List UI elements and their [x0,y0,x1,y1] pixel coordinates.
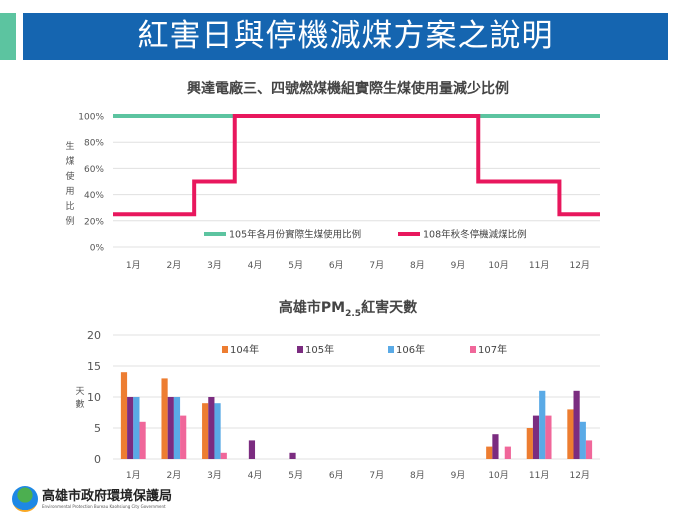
chart2-legend-label: 106年 [396,343,425,356]
chart1-ylabel-char: 生 [65,140,74,152]
chart2-legend-label: 107年 [478,343,507,356]
chart1-ytick-label: 20% [84,217,104,227]
chart2-bar [248,440,256,459]
chart2-legend-swatch [222,346,228,353]
chart1-xtick-label: 9月 [451,260,466,271]
chart2-bar [573,390,580,459]
chart2-bar [545,415,552,459]
chart2-ytick-label: 20 [87,329,101,342]
chart2-ytick-label: 10 [87,391,101,404]
chart1-xtick-label: 1月 [126,260,141,271]
chart2-bar [289,452,296,459]
accent-bar [0,13,16,60]
chart2-bar [539,390,546,459]
chart2-xtick-label: 10月 [488,470,508,481]
agency-name-en: Environmental Protection Bureau Kaohsiun… [42,503,166,509]
chart2-bar [173,397,181,459]
chart1-ytick-label: 80% [84,139,104,149]
chart2-legend-label: 104年 [230,343,259,356]
chart2-ytick-label: 15 [87,360,101,373]
chart1-ylabel-char: 比 [65,200,74,212]
chart1-xtick-label: 6月 [329,260,344,271]
chart2-legend-label: 105年 [305,343,334,356]
chart2-ylabel-char: 天 [75,387,84,397]
chart2-xtick-label: 9月 [451,470,466,481]
chart1-ylabel-char: 例 [65,215,74,227]
chart2-xtick-label: 6月 [329,470,344,481]
chart2-bar [579,421,586,459]
chart2-bar [180,415,187,459]
chart2-bar [585,440,593,459]
chart1-ylabel-char: 用 [65,186,74,197]
chart2-bar [133,397,140,459]
chart2-bar [161,378,168,459]
chart2-bar [139,421,146,459]
chart2-bar [127,397,134,459]
chart2-ytick-label: 5 [94,422,101,435]
chart2-bar [567,409,574,459]
chart2-legend-swatch [297,346,303,353]
chart2-xtick-label: 1月 [126,470,141,481]
chart1-ytick-label: 40% [84,191,104,201]
chart2-bar [486,446,493,459]
chart1-xtick-label: 4月 [248,260,263,271]
chart2-bar [214,403,221,459]
chart2-legend-swatch [470,346,476,353]
chart1-xtick-label: 3月 [207,260,222,271]
chart2-xtick-label: 2月 [167,470,182,481]
chart1-xtick-label: 8月 [410,260,425,271]
agency-logo: 高雄市政府環境保護局 Environmental Protection Bure… [12,486,172,512]
chart2-xtick-label: 8月 [410,470,425,481]
chart1-xtick-label: 12月 [569,260,589,271]
chart1-series-line-2 [113,114,600,217]
chart1-xtick-label: 5月 [288,260,303,271]
chart2-title: 高雄市PM2.5紅害天數 [279,299,417,319]
chart2-xtick-label: 12月 [569,470,589,481]
chart1-xtick-label: 7月 [369,260,384,271]
chart2-xtick-label: 4月 [248,470,263,481]
chart1-ylabel-char: 煤 [65,155,74,167]
chart2-bar [202,403,209,459]
chart2-xtick-label: 11月 [529,470,549,481]
chart2-xtick-label: 3月 [207,470,222,481]
agency-emblem-icon [12,486,38,512]
chart1-legend-label: 105年各月份實際生煤使用比例 [229,229,361,241]
chart1-ytick-label: 0% [90,244,105,254]
chart2-ylabel-char: 數 [75,398,84,410]
chart2-bar [120,372,128,459]
chart1-title: 興達電廠三、四號燃煤機組實際生煤使用量減少比例 [187,80,509,97]
agency-name-zh: 高雄市政府環境保護局 [42,488,173,504]
chart1-xtick-label: 10月 [488,260,508,271]
chart2-bar [208,397,215,459]
chart1-legend-label: 108年秋冬停機減煤比例 [423,229,527,241]
chart1-xtick-label: 11月 [529,260,549,271]
chart2-bar [504,446,511,459]
chart1-ylabel-char: 使 [65,170,74,182]
chart2-legend-swatch [388,346,394,353]
chart2-ytick-label: 0 [94,453,101,466]
chart2-bar [532,415,540,459]
chart2-bar [526,428,533,459]
chart2-xtick-label: 7月 [369,470,384,481]
chart2-bar [167,397,174,459]
chart2-bar [492,434,499,459]
chart1-ytick-label: 60% [84,165,104,175]
chart1-xtick-label: 2月 [167,260,182,271]
chart1-ytick-label: 100% [78,113,104,123]
chart2-xtick-label: 5月 [288,470,303,481]
chart2-bar [220,452,227,459]
page-title: 紅害日與停機減煤方案之說明 [23,13,668,60]
